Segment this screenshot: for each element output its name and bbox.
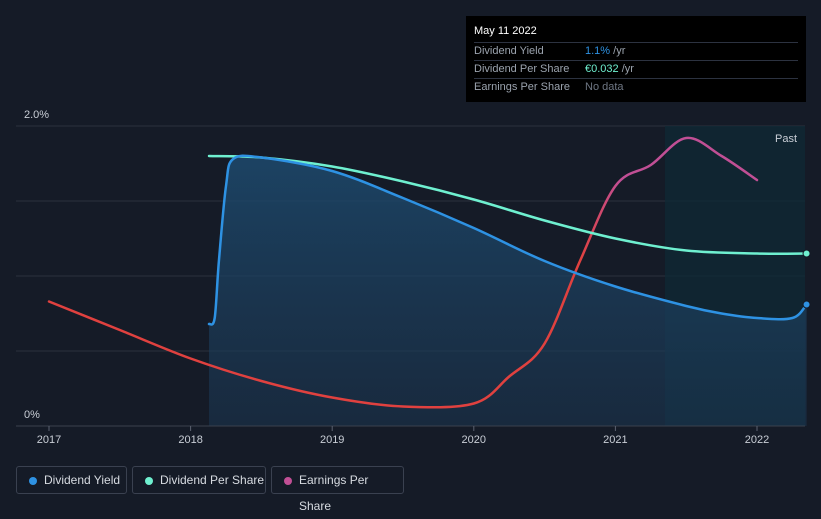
tooltip-label: Dividend Yield xyxy=(474,45,544,57)
x-tick-label: 2018 xyxy=(178,434,202,446)
tooltip-date: May 11 2022 xyxy=(474,24,798,43)
past-label: Past xyxy=(775,133,797,145)
tooltip-value: €0.032 xyxy=(585,63,619,75)
tooltip: May 11 2022 Dividend Yield 1.1% /yr Divi… xyxy=(466,16,806,102)
x-tick-label: 2019 xyxy=(320,434,344,446)
tooltip-row-earnings-per-share: Earnings Per Share No data xyxy=(474,79,798,96)
dividend-per-share-point xyxy=(802,249,811,258)
legend-label: Dividend Yield xyxy=(44,473,121,487)
legend-dot-icon xyxy=(145,477,153,485)
earnings-per-share-line xyxy=(47,136,759,409)
dividend-per-share-line xyxy=(207,154,808,255)
tooltip-value: 1.1% xyxy=(585,45,611,57)
legend-dividend-yield[interactable]: Dividend Yield xyxy=(16,466,127,494)
legend-label: Dividend Per Share xyxy=(160,473,265,487)
x-tick-label: 2020 xyxy=(462,434,486,446)
x-tick-label: 2021 xyxy=(603,434,627,446)
x-tick-label: 2017 xyxy=(37,434,61,446)
legend-dot-icon xyxy=(29,477,37,485)
dividend-chart: 2017 2018 2019 2020 2021 2022 0% 2.0% Past xyxy=(16,109,811,446)
legend-earnings-per-share[interactable]: Earnings Per Share xyxy=(271,466,404,513)
x-tick-label: 2022 xyxy=(745,434,769,446)
tooltip-value: No data xyxy=(585,81,624,93)
y-tick-label: 2.0% xyxy=(24,109,49,121)
tooltip-unit: /yr xyxy=(618,63,634,75)
axis-layer: 2017 2018 2019 2020 2021 2022 0% 2.0% Past xyxy=(16,109,805,446)
legend-dividend-per-share[interactable]: Dividend Per Share xyxy=(132,466,266,494)
tooltip-label: Earnings Per Share xyxy=(474,81,570,93)
dividend-yield-line xyxy=(207,154,808,326)
dividend-yield-point xyxy=(802,300,811,309)
tooltip-label: Dividend Per Share xyxy=(474,63,570,75)
legend-dot-icon xyxy=(284,477,292,485)
tooltip-row-dividend-per-share: Dividend Per Share €0.032 /yr xyxy=(474,61,798,79)
series-layer xyxy=(47,136,811,426)
tooltip-row-dividend-yield: Dividend Yield 1.1% /yr xyxy=(474,43,798,61)
dividend-yield-area xyxy=(209,155,807,426)
tooltip-unit: /yr xyxy=(610,45,626,57)
y-tick-label: 0% xyxy=(24,409,40,421)
